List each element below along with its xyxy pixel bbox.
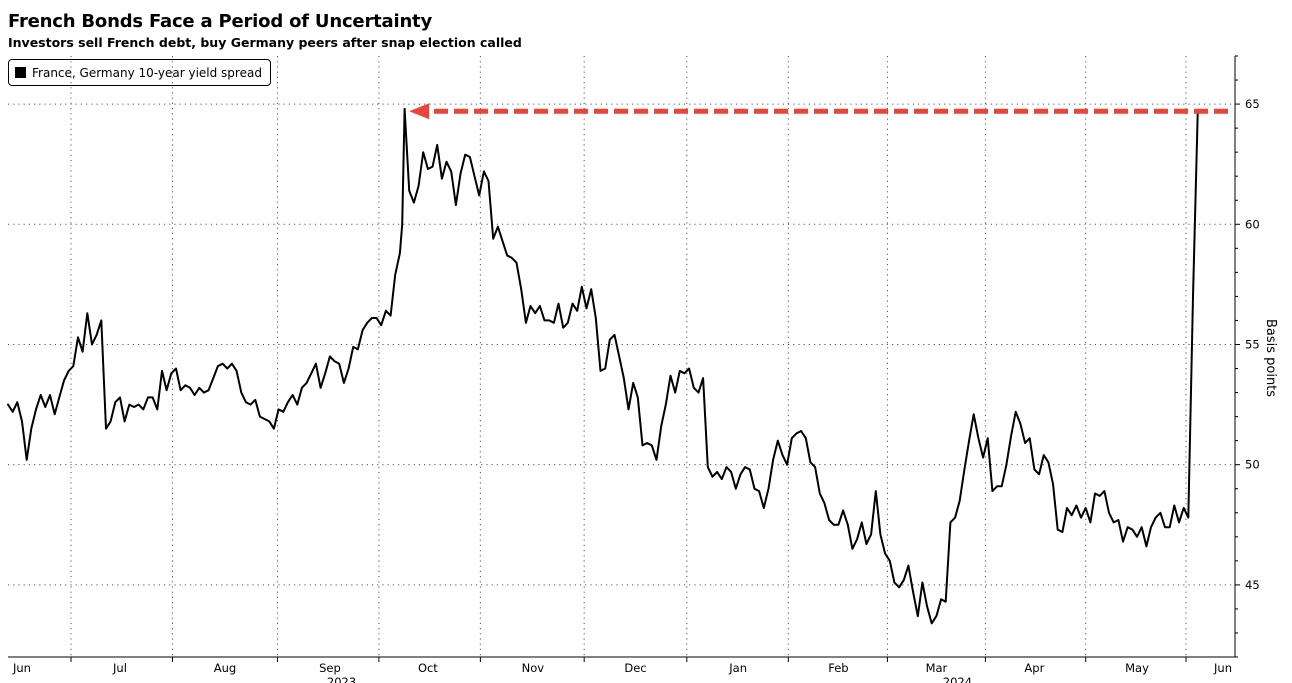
y-tick-label: 65	[1245, 97, 1260, 111]
x-year-label: 2024	[943, 675, 972, 683]
x-tick-label: Mar	[926, 661, 948, 675]
x-tick-label: Sep	[319, 661, 341, 675]
y-axis-title: Basis points	[1263, 319, 1278, 397]
x-tick-label: Nov	[522, 661, 545, 675]
x-tick-label: Feb	[828, 661, 848, 675]
x-tick-label: Jun	[1213, 661, 1232, 675]
x-tick-label: Dec	[624, 661, 646, 675]
y-tick-label: 60	[1245, 217, 1260, 231]
x-tick-label: Jul	[112, 661, 127, 675]
x-tick-label: Jun	[12, 661, 31, 675]
x-tick-label: Apr	[1024, 661, 1044, 675]
x-tick-label: Jan	[728, 661, 747, 675]
annotation-layer	[409, 103, 1228, 119]
y-tick-label: 55	[1245, 337, 1260, 351]
x-tick-label: Aug	[214, 661, 236, 675]
series-line	[8, 109, 1198, 623]
x-year-label: 2023	[327, 675, 356, 683]
y-tick-label: 45	[1245, 578, 1260, 592]
x-tick-label: May	[1125, 661, 1149, 675]
series-layer	[8, 109, 1198, 623]
gridlines	[8, 56, 1235, 657]
axes: 45 50 55 60 65 Jun Jul Aug Sep Oct Nov Dec Jan Feb Mar…	[8, 56, 1260, 683]
annotation-arrow-head	[409, 103, 429, 119]
y-tick-label: 50	[1245, 458, 1260, 472]
x-tick-label: Oct	[418, 661, 438, 675]
